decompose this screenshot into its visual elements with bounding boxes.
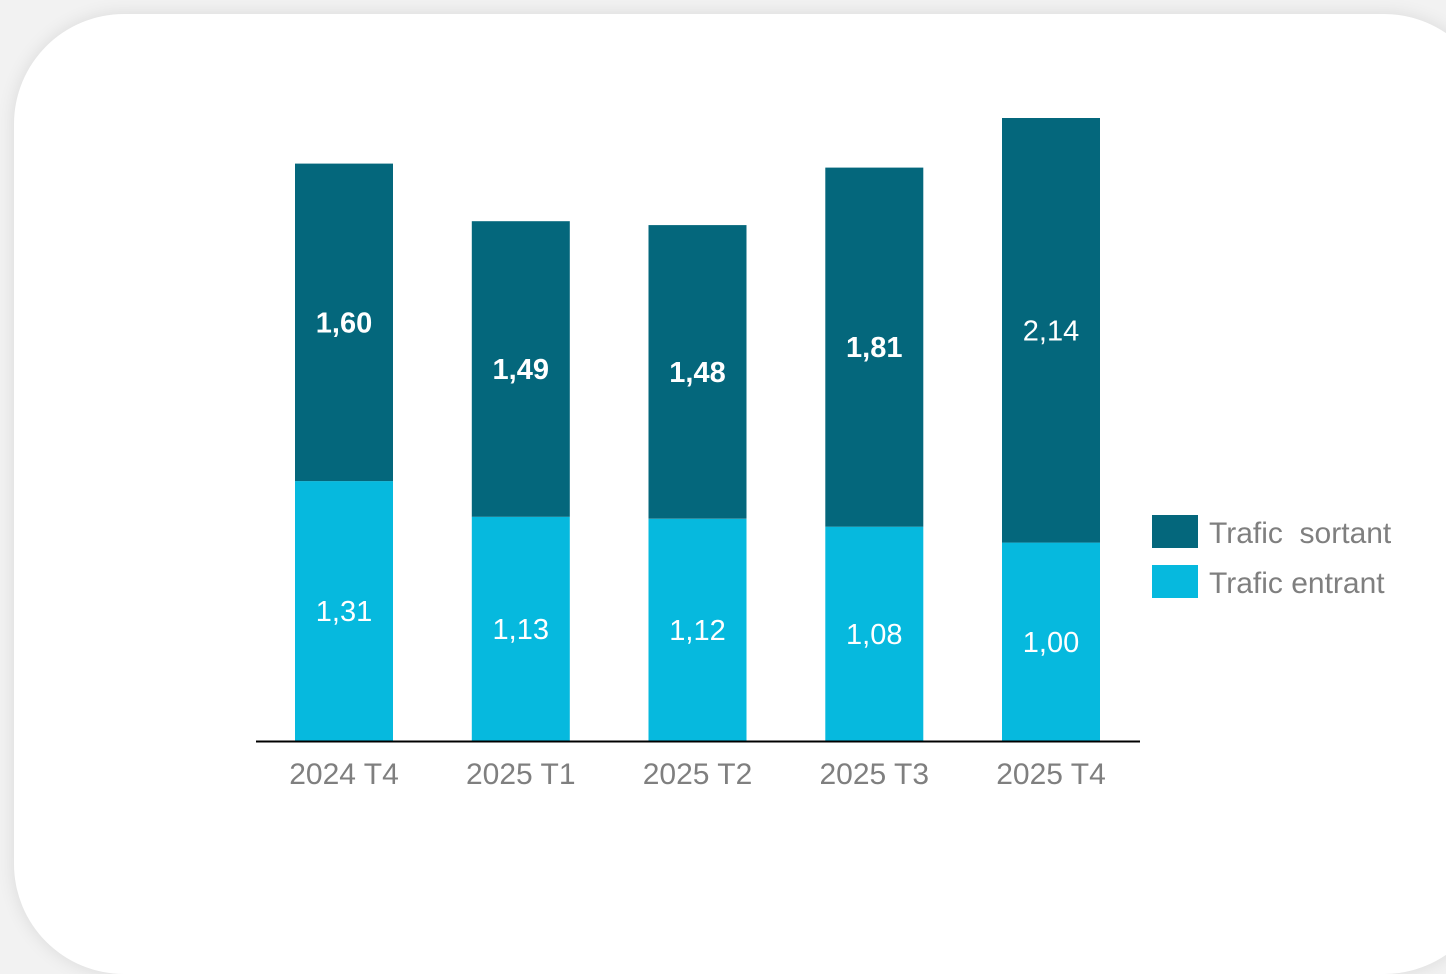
bar-segment-sortant-2 bbox=[648, 225, 747, 519]
data-label-sortant-0: 1,60 bbox=[316, 307, 372, 339]
bar-segment-sortant-4 bbox=[1002, 118, 1100, 543]
x-tick-label-2: 2025 T2 bbox=[643, 758, 753, 791]
bar-segment-entrant-1 bbox=[471, 516, 570, 741]
legend-label-0: Trafic sortant bbox=[1209, 517, 1392, 550]
x-tick-label-1: 2025 T1 bbox=[466, 758, 576, 791]
data-label-entrant-0: 1,31 bbox=[316, 596, 372, 628]
stacked-bar-chart: 1,31 1,60 1,13 1,49 1,12 1,48 1,08 1,81 1,00 2,14… bbox=[256, 118, 1392, 791]
legend-swatch-0 bbox=[1152, 515, 1198, 548]
data-label-entrant-2: 1,12 bbox=[669, 615, 725, 647]
legend: Trafic sortant Trafic entrant bbox=[1152, 515, 1392, 600]
data-label-sortant-4: 2,14 bbox=[1023, 315, 1079, 347]
data-label-entrant-4: 1,00 bbox=[1023, 627, 1079, 659]
legend-label-1: Trafic entrant bbox=[1209, 567, 1385, 600]
data-label-entrant-3: 1,08 bbox=[846, 619, 902, 651]
data-label-sortant-2: 1,48 bbox=[669, 357, 725, 389]
x-tick-label-4: 2025 T4 bbox=[996, 758, 1106, 791]
bar-segment-entrant-4 bbox=[1002, 542, 1100, 741]
bar-segment-entrant-3 bbox=[825, 526, 924, 741]
legend-swatch-1 bbox=[1152, 565, 1198, 598]
x-tick-labels: 2024 T4 2025 T1 2025 T2 2025 T3 2025 T4 bbox=[289, 758, 1106, 791]
data-label-entrant-1: 1,13 bbox=[493, 614, 549, 646]
x-tick-label-3: 2025 T3 bbox=[819, 758, 929, 791]
bar-segment-entrant-2 bbox=[648, 518, 747, 741]
bar-segment-sortant-3 bbox=[825, 167, 924, 527]
bar-segment-sortant-1 bbox=[471, 221, 570, 517]
bars-group: 1,31 1,60 1,13 1,49 1,12 1,48 1,08 1,81 1,00 2,14 bbox=[295, 118, 1100, 741]
data-label-sortant-3: 1,81 bbox=[846, 332, 902, 364]
bar-segment-entrant-0 bbox=[295, 481, 393, 741]
bar-segment-sortant-0 bbox=[295, 163, 393, 482]
x-tick-label-0: 2024 T4 bbox=[289, 758, 399, 791]
data-label-sortant-1: 1,49 bbox=[493, 354, 549, 386]
